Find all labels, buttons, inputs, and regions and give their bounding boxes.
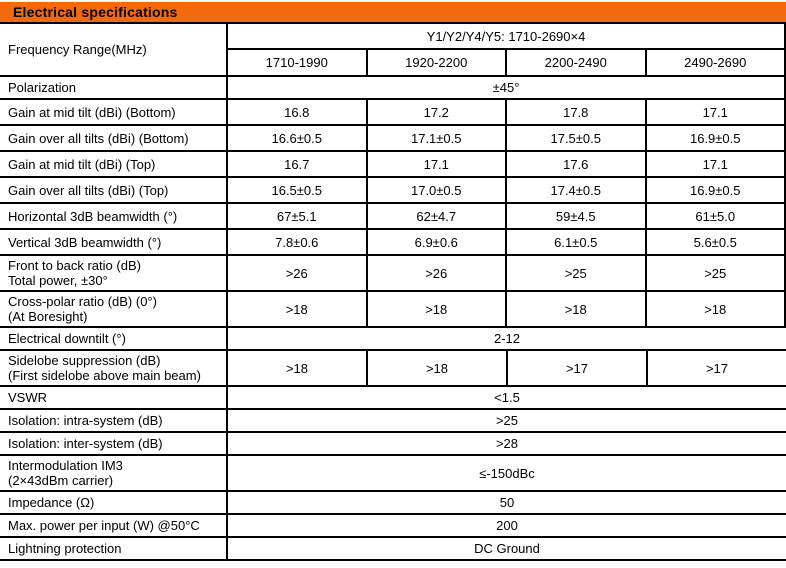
spec-label: VSWR	[0, 387, 228, 408]
frequency-band-headers: 1710-1990 1920-2200 2200-2490 2490-2690	[228, 50, 784, 75]
row-gain-over-all-tilts-top: Gain over all tilts (dBi) (Top) 16.5±0.5…	[0, 178, 786, 204]
electrical-specifications-table: Frequency Range(MHz) Y1/Y2/Y4/Y5: 1710-2…	[0, 24, 786, 561]
spec-value: DC Ground	[474, 541, 540, 556]
spec-value: 6.9±0.6	[368, 230, 507, 254]
spec-label: Polarization	[0, 77, 228, 98]
spec-value: 17.1±0.5	[368, 126, 507, 150]
spec-value: 16.7	[228, 152, 368, 176]
spec-label: Front to back ratio (dB) Total power, ±3…	[0, 256, 228, 290]
title-bar: Electrical specifications	[0, 2, 786, 24]
row-isolation-intra-system: Isolation: intra-system (dB) >25	[0, 410, 786, 433]
spec-label: Frequency Range(MHz)	[0, 24, 228, 75]
row-cross-polar-ratio: Cross-polar ratio (dB) (0°) (At Boresigh…	[0, 292, 786, 328]
frequency-columns-block: Y1/Y2/Y4/Y5: 1710-2690×4 1710-1990 1920-…	[228, 24, 786, 75]
spec-value: 61±5.0	[695, 208, 736, 224]
row-polarization: Polarization ±45°	[0, 77, 786, 100]
spec-value: >25	[704, 265, 727, 281]
row-frequency-range: Frequency Range(MHz) Y1/Y2/Y4/Y5: 1710-2…	[0, 24, 786, 77]
spec-label: Vertical 3dB beamwidth (°)	[0, 230, 228, 254]
spec-value: >17	[508, 351, 648, 385]
spec-value: >18	[507, 292, 647, 326]
spec-value: 16.8	[228, 100, 368, 124]
spec-value: 17.1	[702, 104, 728, 120]
spec-value: <1.5	[494, 390, 520, 405]
spec-value: 67±5.1	[228, 204, 368, 228]
spec-label: Sidelobe suppression (dB) (First sidelob…	[0, 351, 228, 385]
spec-label: Isolation: intra-system (dB)	[0, 410, 228, 431]
spec-value: 16.9±0.5	[689, 130, 741, 146]
spec-value: 2-12	[493, 331, 521, 346]
spec-label: Cross-polar ratio (dB) (0°) (At Boresigh…	[0, 292, 228, 326]
spec-value: >26	[228, 256, 368, 290]
band-header: 1920-2200	[368, 50, 507, 75]
spec-label: Gain over all tilts (dBi) (Bottom)	[0, 126, 228, 150]
row-sidelobe-suppression: Sidelobe suppression (dB) (First sidelob…	[0, 351, 786, 387]
row-gain-mid-tilt-top: Gain at mid tilt (dBi) (Top) 16.7 17.1 1…	[0, 152, 786, 178]
spec-label: Intermodulation IM3 (2×43dBm carrier)	[0, 456, 228, 490]
spec-value: ±45°	[228, 77, 786, 98]
spec-value: 62±4.7	[368, 204, 507, 228]
spec-value: 16.6±0.5	[228, 126, 368, 150]
spec-value: >18	[704, 301, 727, 317]
row-vswr: VSWR <1.5	[0, 387, 786, 410]
spec-value: 17.6	[507, 152, 647, 176]
spec-label: Gain at mid tilt (dBi) (Bottom)	[0, 100, 228, 124]
spec-value: 17.4±0.5	[507, 178, 647, 202]
row-front-to-back-ratio: Front to back ratio (dB) Total power, ±3…	[0, 256, 786, 292]
band-header: 1710-1990	[228, 50, 368, 75]
spec-label: Electrical downtilt (°)	[0, 328, 228, 349]
spec-value: ≤-150dBc	[479, 465, 535, 481]
spec-value: 6.1±0.5	[507, 230, 647, 254]
spec-value: >28	[495, 436, 519, 451]
row-gain-mid-tilt-bottom: Gain at mid tilt (dBi) (Bottom) 16.8 17.…	[0, 100, 786, 126]
spec-value: 17.2	[368, 100, 507, 124]
frequency-group-header: Y1/Y2/Y4/Y5: 1710-2690×4	[228, 24, 784, 50]
spec-label: Gain over all tilts (dBi) (Top)	[0, 178, 228, 202]
row-gain-over-all-tilts-bottom: Gain over all tilts (dBi) (Bottom) 16.6±…	[0, 126, 786, 152]
row-isolation-inter-system: Isolation: inter-system (dB) >28	[0, 433, 786, 456]
spec-value: 16.9±0.5	[689, 182, 741, 198]
spec-value: 17.8	[507, 100, 647, 124]
row-electrical-downtilt: Electrical downtilt (°) 2-12	[0, 328, 786, 351]
page-title: Electrical specifications	[13, 4, 178, 20]
spec-value: >25	[495, 413, 519, 428]
spec-label: Gain at mid tilt (dBi) (Top)	[0, 152, 228, 176]
spec-value: >17	[705, 360, 729, 376]
spec-label: Isolation: inter-system (dB)	[0, 433, 228, 454]
spec-value: 16.5±0.5	[228, 178, 368, 202]
spec-label: Impedance (Ω)	[0, 492, 228, 513]
spec-value: >26	[368, 256, 507, 290]
spec-value: 5.6±0.5	[693, 234, 737, 250]
spec-value: 17.0±0.5	[368, 178, 507, 202]
spec-value: 200	[496, 518, 518, 533]
row-impedance: Impedance (Ω) 50	[0, 492, 786, 515]
spec-value: >18	[368, 351, 508, 385]
spec-label: Lightning protection	[0, 538, 228, 559]
band-header: 2200-2490	[507, 50, 647, 75]
row-intermodulation-im3: Intermodulation IM3 (2×43dBm carrier) ≤-…	[0, 456, 786, 492]
band-header: 2490-2690	[684, 55, 747, 70]
spec-value: 50	[499, 495, 515, 510]
spec-value: 17.5±0.5	[507, 126, 647, 150]
row-vertical-beamwidth: Vertical 3dB beamwidth (°) 7.8±0.6 6.9±0…	[0, 230, 786, 256]
spec-value: >18	[368, 292, 507, 326]
spec-label: Max. power per input (W) @50°C	[0, 515, 228, 536]
spec-value: 17.1	[702, 156, 728, 172]
spec-value: >18	[228, 292, 368, 326]
spec-label: Horizontal 3dB beamwidth (°)	[0, 204, 228, 228]
spec-value: 17.1	[368, 152, 507, 176]
spec-value: >25	[507, 256, 647, 290]
spec-value: 59±4.5	[507, 204, 647, 228]
spec-value: 7.8±0.6	[228, 230, 368, 254]
row-lightning-protection: Lightning protection DC Ground	[0, 538, 786, 561]
spec-value: >18	[228, 351, 368, 385]
row-horizontal-beamwidth: Horizontal 3dB beamwidth (°) 67±5.1 62±4…	[0, 204, 786, 230]
row-max-power-per-input: Max. power per input (W) @50°C 200	[0, 515, 786, 538]
